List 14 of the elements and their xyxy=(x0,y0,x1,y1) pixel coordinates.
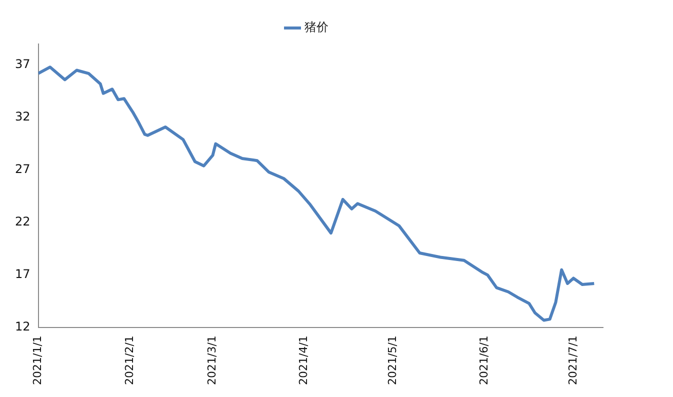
x-tick-label: 2021/1/1 xyxy=(31,336,44,386)
y-tick-label: 17 xyxy=(14,267,30,282)
y-tick-label: 12 xyxy=(14,320,30,334)
x-tick-label: 2021/4/1 xyxy=(297,336,310,386)
x-tick-label: 2021/6/1 xyxy=(478,336,491,386)
y-tick-label: 32 xyxy=(14,110,30,124)
y-tick-label: 37 xyxy=(14,57,30,72)
x-tick-label: 2021/2/1 xyxy=(122,336,136,386)
y-tick-label: 22 xyxy=(14,214,30,229)
y-tick-label: 27 xyxy=(14,162,30,176)
legend-label: 猪价 xyxy=(304,20,328,34)
x-tick-label: 2021/5/1 xyxy=(386,336,399,386)
x-tick-label: 2021/3/1 xyxy=(206,336,219,386)
x-tick-label: 2021/7/1 xyxy=(566,336,580,386)
